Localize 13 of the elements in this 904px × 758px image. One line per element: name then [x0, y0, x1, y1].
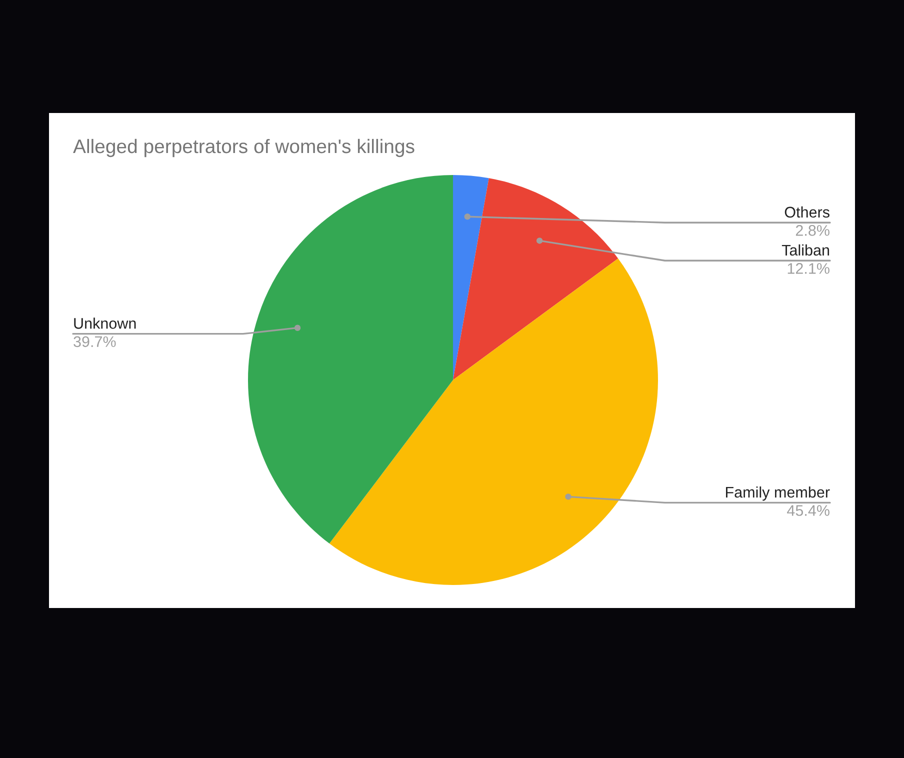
pie-slice [453, 178, 618, 380]
pie-slice [453, 175, 489, 380]
pie-slice [329, 258, 658, 585]
data-label: 2.8% [796, 225, 830, 236]
slice-label: Taliban [782, 244, 830, 256]
data-label: 45.4% [787, 505, 830, 516]
slice-label: Others [784, 206, 830, 218]
data-label: 12.1% [788, 263, 830, 274]
chart-title: Alleged perpetrators of women's killings [73, 138, 414, 158]
data-label: 39.7% [74, 336, 116, 348]
slice-label: Family member [726, 486, 830, 501]
pie-slice [248, 175, 453, 544]
slice-label: Unknown [74, 318, 136, 329]
